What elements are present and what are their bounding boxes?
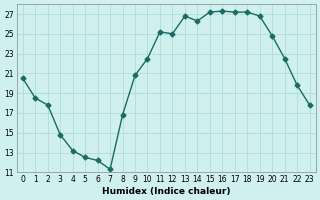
X-axis label: Humidex (Indice chaleur): Humidex (Indice chaleur) xyxy=(102,187,230,196)
